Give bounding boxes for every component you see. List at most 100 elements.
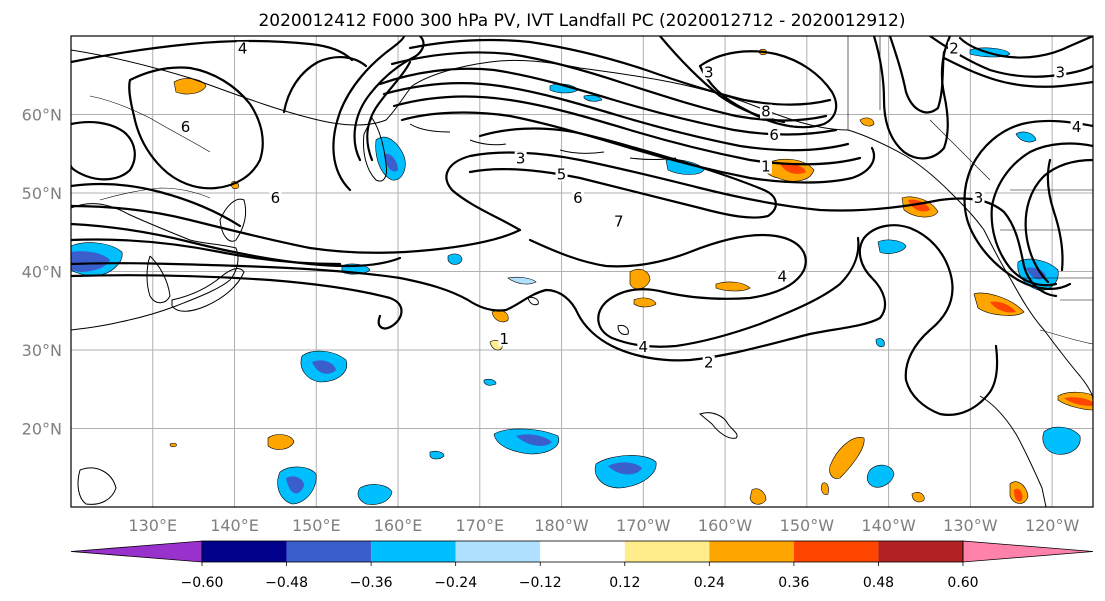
contour-line-32 — [71, 238, 342, 266]
lon-tick-label: 140°W — [861, 516, 916, 535]
contour-line-4 — [71, 222, 402, 268]
contour-line-11 — [390, 51, 828, 122]
graticule — [71, 36, 1093, 507]
colorbar-tick-label: 0.36 — [778, 575, 809, 591]
contour-line-2 — [71, 274, 403, 330]
lat-tick-label: 60°N — [22, 106, 62, 125]
contour-line-8 — [392, 95, 862, 166]
longitude-labels: 130°E 140°E 150°E 160°E 170°E 180°W 170°W 160°W… — [128, 516, 1079, 535]
colorbar-segment — [202, 541, 287, 562]
contour-line-12 — [408, 38, 832, 106]
contour-line-24 — [1024, 158, 1093, 284]
contour-label-bg — [269, 190, 282, 205]
contour-label-bg — [702, 355, 715, 370]
contour-line-31 — [71, 182, 242, 228]
contour-line-27 — [128, 66, 264, 190]
contour-line-7 — [400, 111, 876, 184]
map-frame — [70, 35, 1094, 508]
colorbar-segment — [709, 541, 794, 562]
colorbar-segment — [371, 541, 456, 562]
contour-line-25 — [1046, 158, 1064, 272]
lon-tick-label: 150°E — [292, 516, 341, 535]
contour-label: 1 — [761, 157, 771, 175]
contour-label: 3 — [704, 63, 714, 81]
contour-line-22 — [963, 119, 1093, 290]
contour-label: 7 — [614, 212, 624, 230]
colorbar-segment — [793, 541, 879, 562]
contour-label: 3 — [516, 150, 526, 168]
contour-label-bg — [759, 104, 772, 119]
contour-line-10 — [378, 67, 838, 136]
contour-label-bg — [972, 190, 985, 205]
contour-label-bg — [514, 151, 527, 166]
contour-label: 6 — [181, 118, 191, 136]
figure-title: 2020012412 F000 300 hPa PV, IVT Landfall… — [258, 11, 905, 31]
contour-line-15 — [366, 60, 412, 162]
contour-label: 4 — [1072, 118, 1082, 136]
lat-tick-label: 40°N — [22, 263, 62, 282]
colorbar-tick-label: 0.48 — [863, 575, 894, 591]
contour-line-5 — [528, 233, 860, 348]
contour-line-17 — [698, 50, 838, 129]
contour-label-bg — [1070, 120, 1083, 135]
lon-tick-label: 120°W — [1025, 516, 1080, 535]
contour-label-bg — [768, 128, 781, 143]
contour-line-13 — [353, 36, 425, 162]
contour-line-14 — [332, 36, 406, 192]
pv-contours — [71, 36, 1093, 416]
lat-tick-label: 20°N — [22, 420, 62, 439]
contour-label: 6 — [769, 126, 779, 144]
contour-label-bg — [555, 167, 568, 182]
lon-tick-label: 130°E — [128, 516, 177, 535]
colorbar-extend-min — [70, 540, 203, 563]
contour-label: 3 — [974, 189, 984, 207]
contour-label: 2 — [949, 40, 959, 58]
lon-tick-label: 180°W — [534, 516, 589, 535]
lat-tick-label: 30°N — [22, 341, 62, 360]
contour-label: 8 — [761, 103, 771, 121]
colorbar-extend-max — [962, 540, 1094, 563]
contour-label-bg — [702, 65, 715, 80]
lon-tick-label: 170°E — [455, 516, 504, 535]
latitude-labels: 20°N 30°N 40°N 50°N 60°N — [22, 106, 62, 439]
colorbar-segment — [540, 541, 625, 562]
contour-label-bg — [498, 332, 511, 347]
colorbar-outline — [201, 540, 964, 563]
contour-label: 5 — [557, 165, 567, 183]
colorbar-segment — [624, 541, 710, 562]
negative-anomaly-east-asia — [71, 242, 123, 277]
colorbar-segment — [878, 541, 963, 562]
contour-label-bg — [1054, 65, 1067, 80]
contour-label: 2 — [704, 354, 714, 372]
contour-label: 6 — [271, 189, 281, 207]
contour-line-1 — [71, 224, 999, 416]
colorbar-tick-label: −0.24 — [434, 575, 477, 591]
contour-label: 4 — [238, 40, 248, 58]
contour-line-30 — [282, 56, 368, 114]
contour-label: 4 — [639, 338, 649, 356]
pv-anomaly-shading — [71, 47, 1093, 505]
contour-label-bg — [948, 41, 961, 56]
contour-line-18 — [872, 36, 952, 160]
colorbar — [70, 540, 1094, 566]
contour-label: 4 — [778, 267, 788, 285]
colorbar-tick-label: −0.60 — [181, 575, 224, 591]
colorbar-tick-label: 0.60 — [947, 575, 978, 591]
contour-line-26 — [958, 36, 1093, 59]
contour-label-bg — [236, 41, 249, 56]
contour-label-bg — [759, 159, 772, 174]
colorbar-tick-label: −0.36 — [350, 575, 393, 591]
contour-label-bg — [637, 340, 650, 354]
contour-label-bg — [776, 269, 789, 284]
contour-label-bg — [179, 120, 192, 135]
colorbar-tick-label: −0.12 — [519, 575, 562, 591]
lon-tick-label: 160°W — [698, 516, 753, 535]
political-borders — [89, 36, 1093, 345]
lat-tick-label: 50°N — [22, 184, 62, 203]
contour-label: 1 — [500, 330, 510, 348]
contour-line-29 — [71, 39, 354, 64]
colorbar-tick-labels: −0.60 −0.48 −0.36 −0.24 −0.12 0.12 0.24 0.36 0.4… — [181, 575, 979, 591]
